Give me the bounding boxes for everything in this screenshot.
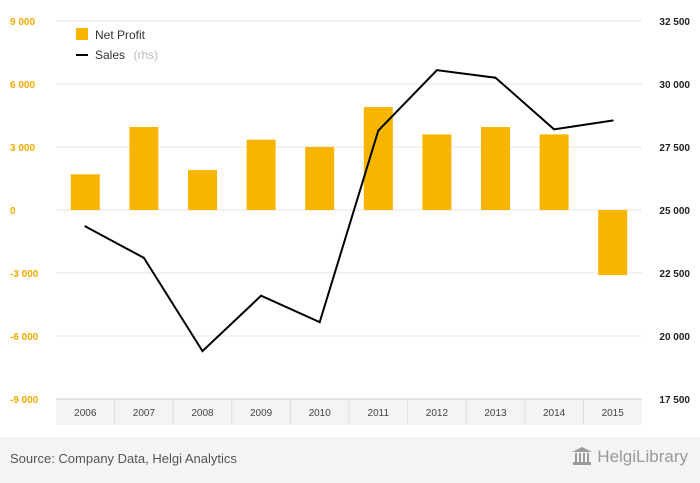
- x-tick-label: 2008: [191, 408, 214, 419]
- bar-net-profit-2014: [539, 134, 569, 210]
- x-tick-label: 2010: [309, 408, 332, 419]
- left-tick-label: 9 000: [10, 17, 35, 28]
- legend-swatch-net-profit: [76, 28, 88, 40]
- legend-label-sales: Sales (rhs): [95, 46, 158, 63]
- legend-label-sales-suffix: (rhs): [133, 48, 158, 62]
- x-tick-label: 2012: [426, 408, 449, 419]
- sales-point-2008: [201, 350, 204, 353]
- x-tick-label: 2014: [543, 408, 566, 419]
- x-tick-label: 2011: [368, 408, 390, 419]
- left-tick-label: -3 000: [10, 269, 39, 280]
- legend: Net Profit Sales (rhs): [76, 28, 158, 63]
- right-tick-label: 25 000: [659, 206, 690, 217]
- right-axis-ticks: 32 500 30 000 27 500 25 000 22 500 20 000 17 5…: [659, 17, 690, 406]
- x-tick-label: 2009: [250, 408, 273, 419]
- chart: 2006 2007 2008 2009 2010 2011 2012 2013 2014 2015…: [10, 17, 690, 425]
- sales-point-2013: [494, 76, 497, 79]
- sales-point-2006: [84, 225, 87, 228]
- sales-point-2011: [377, 129, 380, 132]
- bar-net-profit-2012: [422, 134, 452, 210]
- x-tick-label: 2006: [74, 408, 97, 419]
- bar-net-profit-2015: [598, 210, 628, 276]
- sales-point-2014: [553, 128, 556, 131]
- x-axis: 2006 2007 2008 2009 2010 2011 2012 2013 2014 2015: [56, 398, 642, 425]
- left-tick-label: 6 000: [10, 80, 35, 91]
- bar-net-profit-2013: [481, 127, 510, 210]
- right-tick-label: 22 500: [659, 269, 690, 280]
- sales-point-2010: [318, 321, 321, 324]
- bar-net-profit-2010: [305, 147, 335, 210]
- library-building-icon: [572, 447, 593, 465]
- bar-net-profit-2008: [188, 170, 217, 210]
- sales-point-2012: [435, 69, 438, 72]
- sales-line-path: [84, 69, 613, 353]
- sales-point-2007: [142, 256, 145, 259]
- legend-label-net-profit: Net Profit: [95, 28, 146, 42]
- right-tick-label: 20 000: [659, 332, 690, 343]
- right-tick-label: 30 000: [659, 80, 690, 91]
- bar-net-profit-2007: [129, 127, 159, 210]
- left-tick-label: -6 000: [10, 332, 39, 343]
- bar-net-profit-2011: [363, 107, 393, 210]
- brand-name: HelgiLibrary: [597, 447, 688, 466]
- net-profit-bars: [70, 107, 628, 276]
- left-axis-ticks: 9 000 6 000 3 000 0 -3 000 -6 000 -9 000: [10, 17, 39, 406]
- bar-net-profit-2006: [70, 174, 100, 210]
- right-tick-label: 17 500: [659, 395, 690, 406]
- x-tick-label: 2013: [484, 408, 507, 419]
- brand-logo[interactable]: HelgiLibrary: [571, 447, 688, 467]
- source-note: Source: Company Data, Helgi Analytics: [10, 451, 237, 466]
- sales-point-2015: [611, 119, 614, 122]
- right-tick-label: 27 500: [659, 143, 690, 154]
- x-tick-label: 2007: [133, 408, 156, 419]
- right-tick-label: 32 500: [659, 17, 690, 28]
- bar-net-profit-2009: [246, 139, 276, 210]
- x-tick-label: 2015: [602, 408, 625, 419]
- left-tick-label: -9 000: [10, 395, 39, 406]
- left-tick-label: 0: [10, 206, 16, 217]
- footer: Source: Company Data, Helgi Analytics He…: [0, 437, 700, 483]
- sales-point-2009: [260, 294, 263, 297]
- legend-label-sales-name: Sales: [95, 48, 125, 62]
- left-tick-label: 3 000: [10, 143, 35, 154]
- sales-line: [84, 69, 614, 353]
